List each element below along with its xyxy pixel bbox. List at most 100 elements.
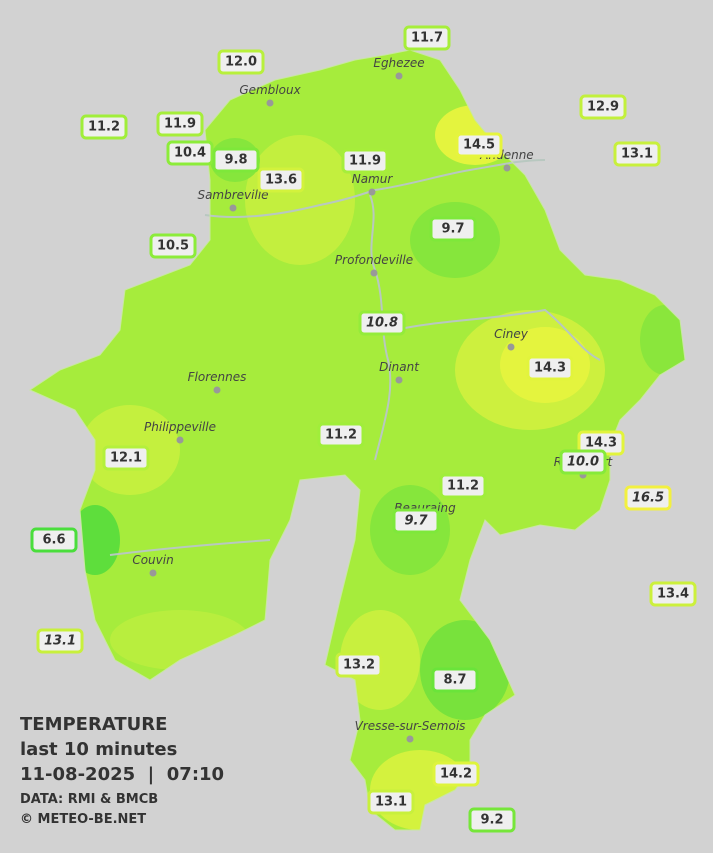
- river: [109, 539, 271, 556]
- station-box: [149, 233, 197, 259]
- station: 14.5: [455, 132, 503, 158]
- station: 13.6: [257, 167, 305, 193]
- station: 14.3: [577, 430, 625, 456]
- station-value: 11.2: [88, 120, 120, 135]
- station-value: 14.3: [585, 436, 617, 451]
- station-box: [335, 652, 383, 678]
- city-label: Dinant: [379, 360, 420, 374]
- legend-copyright: © METEO-BE.NET: [20, 812, 146, 827]
- station-box: [257, 167, 305, 193]
- station-value: 13.2: [343, 658, 375, 673]
- city-dot: [395, 72, 403, 80]
- station-value: 13.6: [265, 173, 297, 188]
- station: 11.9: [341, 148, 389, 174]
- station: 9.8: [212, 147, 260, 173]
- station-box: [439, 473, 487, 499]
- station-box: [624, 485, 672, 511]
- station-box: [102, 445, 150, 471]
- city-label: Ciney: [494, 327, 529, 341]
- station-value: 16.5: [632, 491, 664, 506]
- station-value: 6.6: [42, 533, 65, 548]
- station-box: [579, 94, 627, 120]
- station-value: 10.5: [157, 239, 189, 254]
- station: 9.7: [429, 216, 477, 242]
- station-value: 10.0: [567, 455, 599, 470]
- station: 13.2: [335, 652, 383, 678]
- legend: TEMPERATURE last 10 minutes 11-08-2025 |…: [20, 714, 224, 827]
- station-box: [80, 114, 128, 140]
- station-box: [166, 140, 214, 166]
- city-dot: [229, 204, 237, 212]
- city-label: Sambreville: [197, 188, 268, 202]
- station: 9.2: [468, 807, 516, 833]
- station: 13.4: [649, 581, 697, 607]
- station-box: [613, 141, 661, 167]
- station-value: 13.1: [44, 634, 76, 649]
- city-label: Philippeville: [144, 420, 216, 434]
- city-dot: [213, 386, 221, 394]
- city-label: Florennes: [188, 370, 247, 384]
- station-value: 13.1: [621, 147, 653, 162]
- city-dot: [406, 735, 414, 743]
- station-value: 11.7: [411, 31, 443, 46]
- station-box: [358, 310, 406, 336]
- station-value: 9.2: [480, 813, 503, 828]
- station-box: [36, 628, 84, 654]
- city-label: Namur: [352, 172, 394, 186]
- city-dot: [395, 376, 403, 384]
- station-value: 9.7: [404, 514, 428, 529]
- station-box: [217, 49, 265, 75]
- station-value: 11.9: [164, 117, 196, 132]
- station: 11.2: [317, 422, 365, 448]
- station-box: [367, 789, 415, 815]
- station-box: [559, 449, 607, 475]
- station-box: [429, 216, 477, 242]
- station-box: [341, 148, 389, 174]
- station: 10.4: [166, 140, 214, 166]
- station-value: 8.7: [443, 673, 466, 688]
- city-dot: [503, 164, 511, 172]
- station: 11.9: [156, 111, 204, 137]
- station: 14.3: [526, 355, 574, 381]
- stations: 12.0 11.7 11.2 11.9 10.4 9.8 13.6 11.9 14.5 12.9 1…: [30, 25, 697, 833]
- station: 11.7: [403, 25, 451, 51]
- station-value: 9.7: [441, 222, 464, 237]
- station: 11.2: [439, 473, 487, 499]
- station: 10.0: [559, 449, 607, 475]
- station: 10.8: [358, 310, 406, 336]
- city-label: Vresse-sur-Semois: [355, 719, 466, 733]
- station-value: 12.0: [225, 55, 257, 70]
- rivers: [109, 159, 601, 556]
- legend-subtitle: last 10 minutes: [20, 739, 177, 760]
- city-dot: [370, 269, 378, 277]
- station-value: 13.1: [375, 795, 407, 810]
- station: 6.6: [30, 527, 78, 553]
- station: 13.1: [613, 141, 661, 167]
- station-box: [431, 667, 479, 693]
- station-value: 14.2: [440, 767, 472, 782]
- station: 12.0: [217, 49, 265, 75]
- river: [394, 308, 601, 361]
- city-label: Gembloux: [239, 83, 301, 97]
- station-box: [317, 422, 365, 448]
- legend-title: TEMPERATURE: [20, 714, 167, 735]
- city-label: Profondeville: [335, 253, 413, 267]
- province-border: [28, 49, 686, 831]
- station-box: [403, 25, 451, 51]
- station-value: 10.8: [366, 316, 398, 331]
- station-value: 11.9: [349, 154, 381, 169]
- city-dot: [149, 569, 157, 577]
- station: 9.7: [392, 508, 440, 534]
- station-box: [432, 761, 480, 787]
- city-dot: [507, 343, 515, 351]
- station-value: 11.2: [447, 479, 479, 494]
- station: 13.1: [367, 789, 415, 815]
- station: 12.9: [579, 94, 627, 120]
- station-value: 12.1: [110, 451, 142, 466]
- city-label: Couvin: [132, 553, 173, 567]
- station: 14.2: [432, 761, 480, 787]
- station-value: 14.3: [534, 361, 566, 376]
- cities: EghezeeGemblouxAndenneNamurSambrevillePr…: [132, 56, 614, 743]
